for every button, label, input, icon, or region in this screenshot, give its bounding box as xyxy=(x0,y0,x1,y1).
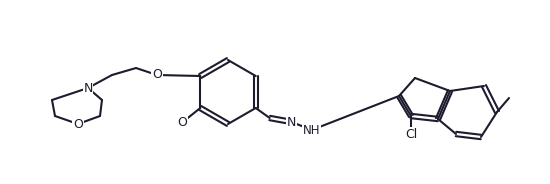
Text: O: O xyxy=(73,118,83,130)
Text: NH: NH xyxy=(303,123,321,137)
Text: N: N xyxy=(83,82,93,95)
Text: Cl: Cl xyxy=(405,128,417,141)
Text: O: O xyxy=(177,116,187,128)
Text: O: O xyxy=(152,68,162,82)
Text: N: N xyxy=(287,116,296,128)
